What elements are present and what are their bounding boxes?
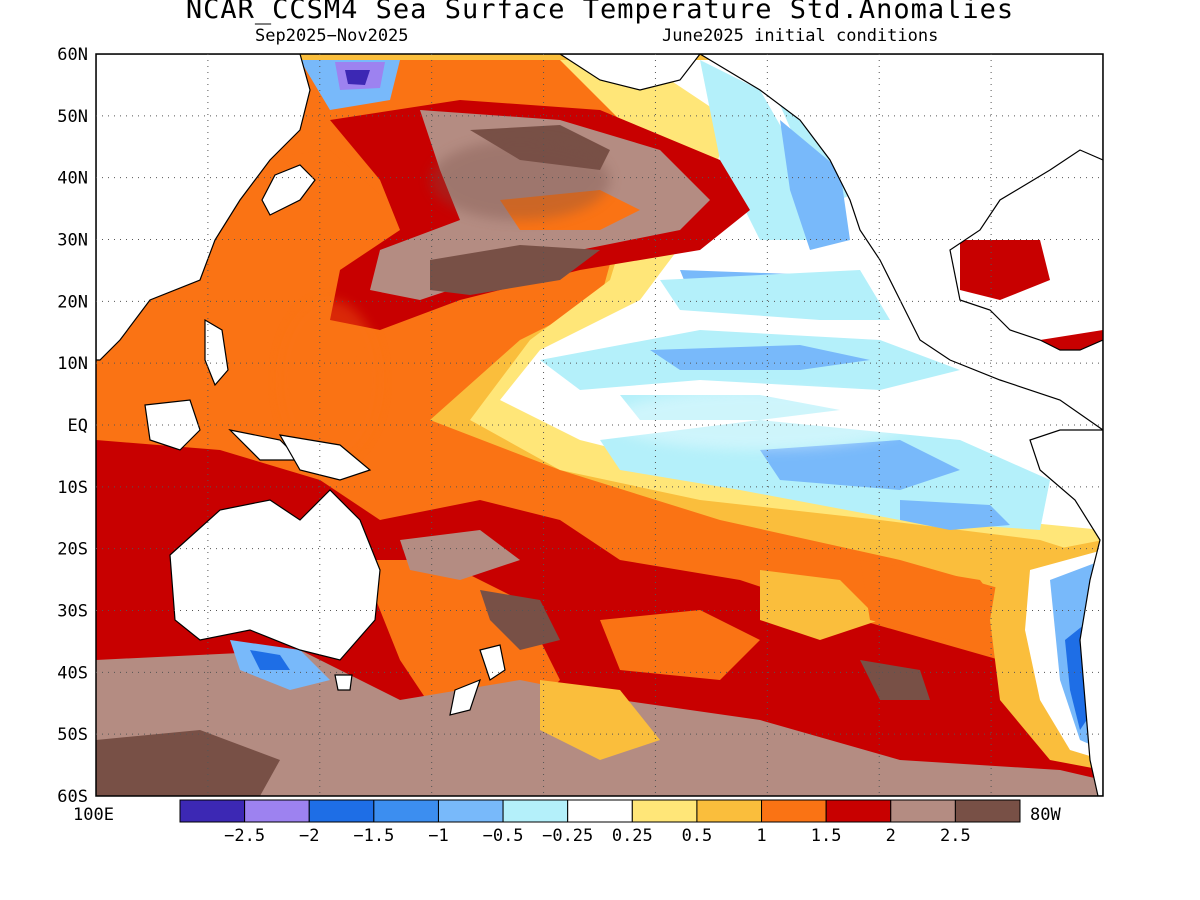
colorbar-swatch: [437, 799, 504, 823]
colorbar-swatch: [631, 799, 698, 823]
colorbar-swatch: [244, 799, 310, 823]
colorbar-label: 1: [756, 826, 766, 846]
colorbar: [179, 799, 1021, 823]
map-title: NCAR_CCSM4 Sea Surface Temperature Std.A…: [185, 0, 1015, 25]
lat-label: 60N: [57, 45, 88, 65]
colorbar-swatch: [825, 799, 892, 823]
colorbar-label: −0.25: [542, 826, 593, 846]
forecast-period: Sep2025−Nov2025: [255, 26, 409, 46]
lat-label: 20N: [57, 292, 88, 312]
lat-label: EQ: [68, 416, 88, 436]
initial-conditions: June2025 initial conditions: [662, 26, 939, 46]
colorbar-label: −1.5: [353, 826, 394, 846]
lat-label: 10S: [57, 478, 88, 498]
colorbar-label: 2.5: [940, 826, 971, 846]
lat-label: 50N: [57, 107, 88, 127]
lat-label: 10N: [57, 354, 88, 374]
landmass-outlines: [96, 54, 1103, 796]
anomaly-field: [96, 54, 1103, 796]
lat-label: 40S: [57, 663, 88, 683]
colorbar-label: −2: [299, 826, 319, 846]
lon-label-left: 100E: [73, 805, 114, 825]
colorbar-label: 0.25: [612, 826, 653, 846]
lat-label: 30S: [57, 602, 88, 622]
lat-label: 60S: [57, 787, 88, 807]
gridlines: [96, 54, 1103, 796]
lat-label: 20S: [57, 540, 88, 560]
colorbar-label: 1.5: [811, 826, 842, 846]
colorbar-swatch: [761, 799, 827, 823]
colorbar-swatch: [179, 799, 246, 823]
colorbar-swatch: [308, 799, 375, 823]
colorbar-swatch: [373, 799, 439, 823]
colorbar-swatch: [502, 799, 569, 823]
lat-label: 50S: [57, 725, 88, 745]
colorbar-swatch: [696, 799, 763, 823]
colorbar-label: 2: [886, 826, 896, 846]
colorbar-labels: −2.5 −2 −1.5 −1 −0.5 −0.25 0.25 0.5 1 1.5 2 2.5: [224, 826, 971, 846]
colorbar-swatch: [890, 799, 956, 823]
lat-label: 30N: [57, 231, 88, 251]
colorbar-label: −1: [428, 826, 448, 846]
lon-label-right: 80W: [1030, 805, 1061, 825]
colorbar-swatch: [954, 799, 1021, 823]
colorbar-label: 0.5: [682, 826, 713, 846]
colorbar-label: −0.5: [483, 826, 524, 846]
colorbar-swatch: [567, 799, 633, 823]
lat-label: 40N: [57, 169, 88, 189]
latitude-labels: 60N 50N 40N 30N 20N 10N EQ 10S 20S 30S 40S 50S 60S: [57, 45, 88, 807]
colorbar-label: −2.5: [224, 826, 265, 846]
